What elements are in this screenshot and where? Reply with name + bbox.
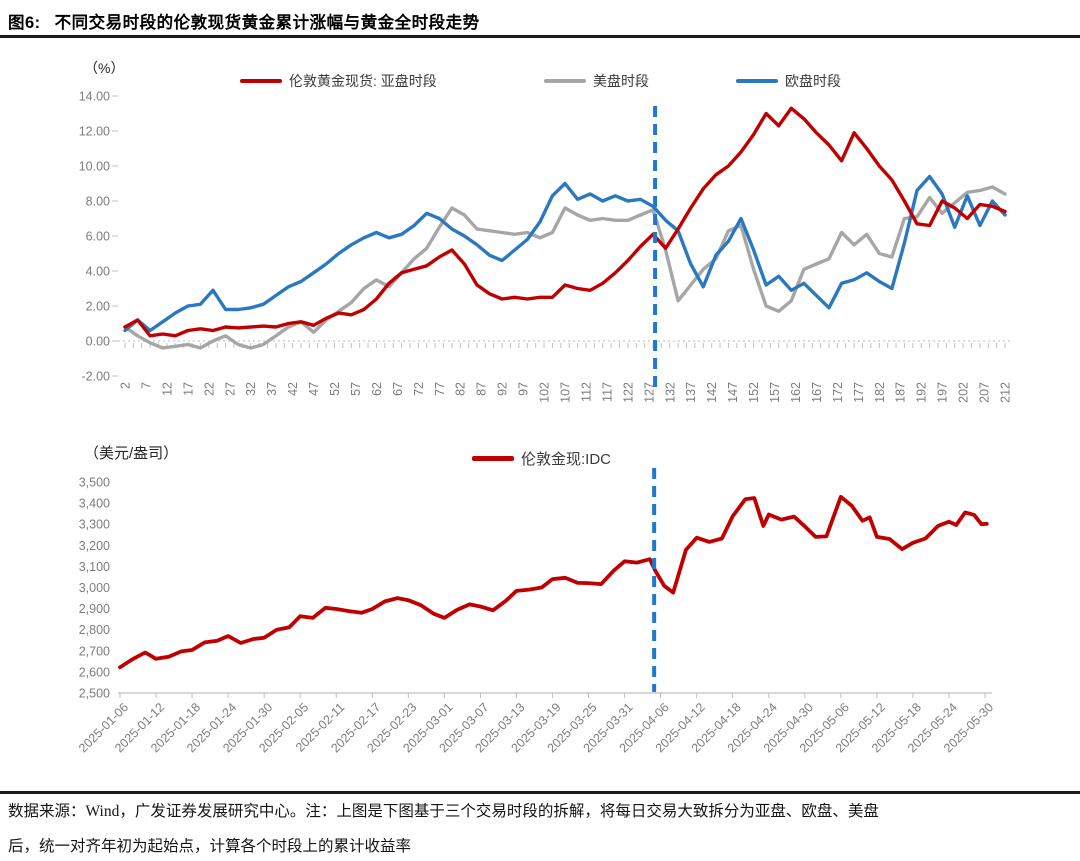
figure-title-text: 不同交易时段的伦敦现货黄金累计涨幅与黄金全时段走势 — [54, 14, 480, 32]
svg-text:3,500: 3,500 — [79, 476, 110, 490]
svg-text:112: 112 — [579, 382, 593, 402]
legend-swatch-blue — [736, 78, 778, 84]
legend-item-asia-session: 伦敦黄金现货: 亚盘时段 — [240, 71, 437, 91]
svg-text:2,800: 2,800 — [79, 623, 110, 637]
svg-text:142: 142 — [705, 382, 719, 403]
svg-text:2,900: 2,900 — [79, 602, 110, 616]
series-line-gold-price — [118, 494, 989, 670]
svg-text:77: 77 — [433, 382, 447, 396]
svg-text:162: 162 — [789, 382, 803, 403]
svg-text:157: 157 — [768, 382, 782, 403]
svg-text:127: 127 — [642, 382, 656, 403]
svg-text:62: 62 — [370, 382, 384, 396]
svg-text:192: 192 — [915, 382, 929, 403]
svg-text:52: 52 — [328, 382, 342, 396]
legend-item-us-session: 美盘时段 — [544, 71, 649, 91]
svg-text:2: 2 — [119, 382, 133, 389]
svg-text:32: 32 — [244, 382, 258, 396]
svg-text:92: 92 — [496, 382, 510, 396]
svg-text:97: 97 — [517, 382, 531, 396]
svg-text:147: 147 — [726, 382, 740, 403]
legend-item-london-gold: 伦敦金现:IDC — [472, 448, 611, 469]
legend-swatch-gray — [544, 78, 586, 84]
footer-divider — [0, 791, 1080, 794]
svg-text:172: 172 — [831, 382, 845, 403]
svg-text:2.00: 2.00 — [86, 300, 110, 314]
svg-text:7: 7 — [139, 382, 153, 389]
series-line-gray — [123, 185, 1007, 350]
svg-text:17: 17 — [181, 382, 195, 396]
svg-text:12: 12 — [160, 382, 174, 396]
svg-text:3,100: 3,100 — [79, 560, 110, 574]
bottom-chart-unit-label: （美元/盎司） — [84, 445, 179, 462]
legend-swatch-red — [472, 456, 514, 461]
svg-text:37: 37 — [265, 382, 279, 396]
svg-text:3,000: 3,000 — [79, 581, 110, 595]
legend-label: 伦敦黄金现货: 亚盘时段 — [289, 73, 437, 89]
svg-text:2,700: 2,700 — [79, 644, 110, 658]
svg-text:3,200: 3,200 — [79, 539, 110, 553]
svg-text:197: 197 — [936, 382, 950, 403]
svg-text:152: 152 — [747, 382, 761, 403]
svg-text:27: 27 — [223, 382, 237, 396]
data-source-note-line2: 后，统一对齐年初为起始点，计算各个时段上的累计收益率 — [8, 838, 412, 855]
top-chart-svg: 14.00 12.00 10.00 8.00 6.00 4.00 2.00 0.00 -2.00… — [79, 90, 1013, 403]
svg-text:132: 132 — [663, 382, 677, 403]
legend-swatch-red — [240, 78, 282, 84]
svg-text:202: 202 — [957, 382, 971, 403]
svg-text:3,400: 3,400 — [79, 497, 110, 511]
svg-text:6.00: 6.00 — [86, 230, 110, 244]
data-source-note-line1: 数据来源：Wind，广发证券发展研究中心。注：上图是下图基于三个交易时段的拆解，… — [8, 803, 879, 820]
legend-label: 美盘时段 — [593, 73, 649, 89]
svg-text:3,300: 3,300 — [79, 518, 110, 532]
svg-text:57: 57 — [349, 382, 363, 396]
legend-label: 欧盘时段 — [785, 73, 841, 89]
svg-text:137: 137 — [684, 382, 698, 403]
svg-text:87: 87 — [475, 382, 489, 396]
svg-text:182: 182 — [873, 382, 887, 403]
svg-text:207: 207 — [978, 382, 992, 403]
svg-text:167: 167 — [810, 382, 824, 403]
top-chart-unit-label: （%） — [84, 60, 125, 76]
svg-text:102: 102 — [538, 382, 552, 403]
series-line-blue — [123, 174, 1007, 333]
legend-item-europe-session: 欧盘时段 — [736, 71, 841, 91]
svg-text:10.00: 10.00 — [79, 160, 110, 174]
svg-text:0.00: 0.00 — [86, 335, 110, 349]
figure-title: 图6: 不同交易时段的伦敦现货黄金累计涨幅与黄金全时段走势 — [8, 9, 480, 33]
svg-text:47: 47 — [307, 382, 321, 396]
svg-text:82: 82 — [454, 382, 468, 396]
svg-text:2,500: 2,500 — [79, 687, 110, 701]
svg-text:72: 72 — [412, 382, 426, 396]
svg-text:8.00: 8.00 — [86, 195, 110, 209]
title-divider — [0, 35, 1080, 38]
series-line-red — [123, 106, 1007, 338]
svg-text:14.00: 14.00 — [79, 90, 110, 104]
svg-text:117: 117 — [600, 382, 614, 402]
legend-label: 伦敦金现:IDC — [521, 451, 612, 468]
svg-text:212: 212 — [998, 382, 1012, 403]
svg-text:-2.00: -2.00 — [82, 370, 111, 384]
svg-text:12.00: 12.00 — [79, 125, 110, 139]
svg-text:122: 122 — [621, 382, 635, 403]
figure-label: 图6: — [8, 14, 41, 32]
svg-text:107: 107 — [559, 382, 573, 403]
bottom-chart-svg: 3,500 3,400 3,300 3,200 3,100 3,000 2,900 2,800… — [76, 468, 996, 755]
svg-text:42: 42 — [286, 382, 300, 396]
svg-text:4.00: 4.00 — [86, 265, 110, 279]
svg-text:22: 22 — [202, 382, 216, 396]
svg-text:177: 177 — [852, 382, 866, 403]
svg-text:67: 67 — [391, 382, 405, 396]
svg-text:2,600: 2,600 — [79, 665, 110, 679]
svg-text:187: 187 — [894, 382, 908, 403]
